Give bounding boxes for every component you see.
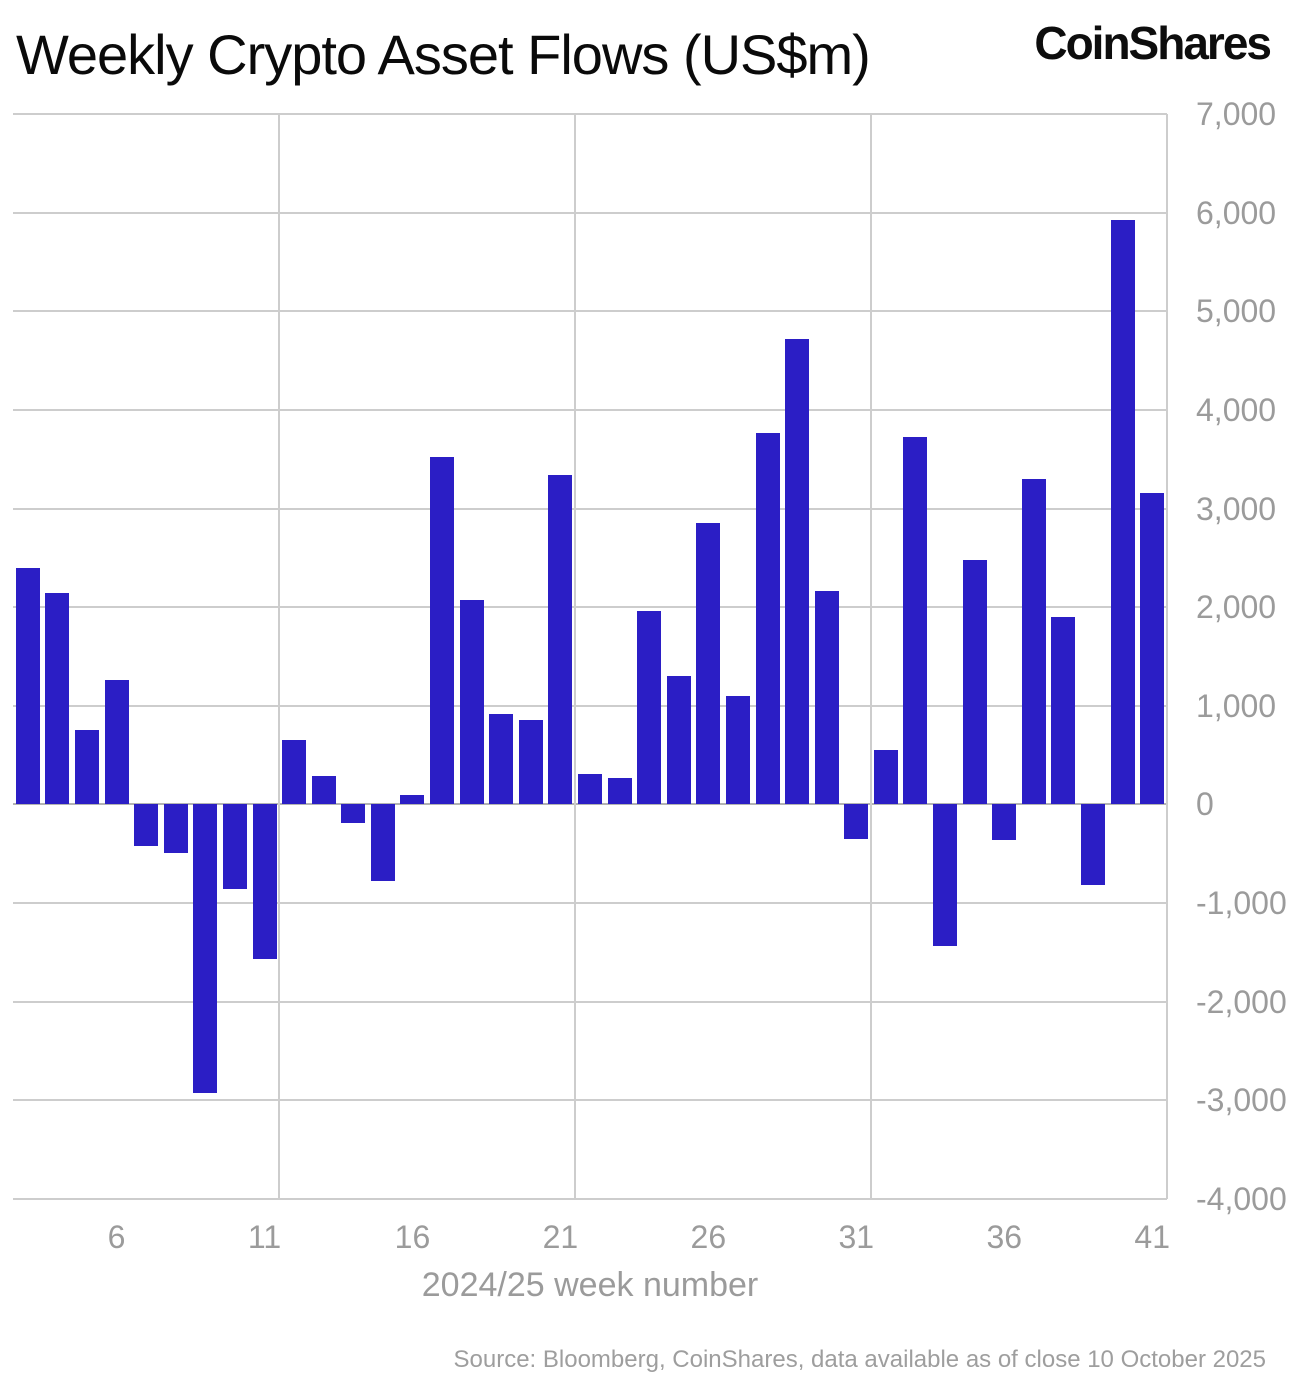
y-tick-label: 4,000 [1196,391,1277,428]
bar-week-38[interactable] [1051,617,1076,805]
bar-week-5[interactable] [74,730,99,805]
y-tick-label: 3,000 [1196,490,1277,527]
x-tick-label: 36 [986,1219,1023,1255]
y-gridline [13,704,1167,707]
x-gridline [1166,114,1168,1199]
bar-week-34[interactable] [933,804,958,946]
bar-week-36[interactable] [992,804,1017,840]
bar-week-21[interactable] [548,475,573,805]
x-tick-label: 11 [247,1219,282,1255]
y-tick-label: 5,000 [1196,293,1277,330]
bar-week-10[interactable] [222,804,247,890]
bar-week-33[interactable] [903,436,928,805]
y-gridline [13,507,1167,510]
bar-week-31[interactable] [844,804,869,839]
plot-area [13,113,1168,1200]
bar-week-41[interactable] [1140,492,1165,805]
bar-week-13[interactable] [311,775,336,805]
bar-week-16[interactable] [400,794,425,805]
y-tick-label: -2,000 [1196,983,1287,1020]
x-tick-label: 6 [107,1219,126,1255]
bar-week-35[interactable] [962,559,987,805]
x-tick-label: 26 [690,1219,727,1255]
x-tick-label: 41 [1134,1219,1170,1255]
bar-week-23[interactable] [607,777,632,805]
y-tick-label: 6,000 [1196,194,1277,231]
y-tick-label: 1,000 [1196,687,1277,724]
y-gridline [13,408,1167,411]
bar-week-3[interactable] [15,567,40,805]
coinshares-logo: CoinShares [1034,17,1272,69]
x-gridline [870,114,873,1199]
bar-week-39[interactable] [1081,804,1106,886]
y-tick-label: 2,000 [1196,589,1277,626]
bar-week-32[interactable] [873,750,898,805]
y-gridline [13,1198,1167,1200]
bar-week-14[interactable] [341,804,366,824]
bar-week-19[interactable] [489,713,514,805]
bar-week-15[interactable] [370,804,395,882]
bar-week-26[interactable] [696,523,721,805]
y-tick-label: 0 [1196,786,1214,823]
y-gridline [13,211,1167,214]
y-gridline [13,1000,1167,1003]
bar-week-6[interactable] [104,680,129,805]
x-tick-label: 31 [838,1219,875,1255]
bar-week-24[interactable] [637,611,662,805]
x-gridline [574,114,577,1199]
bar-week-27[interactable] [725,695,750,805]
bar-week-29[interactable] [785,338,810,805]
bar-week-30[interactable] [814,591,839,805]
bar-week-40[interactable] [1110,219,1135,805]
bar-week-20[interactable] [518,719,543,805]
y-gridline [13,1099,1167,1102]
y-gridline [13,113,1167,115]
bar-week-17[interactable] [430,457,455,805]
bar-week-8[interactable] [163,804,188,853]
x-tick-label: 16 [394,1219,431,1255]
bar-week-12[interactable] [282,740,307,805]
x-axis-title: 2024/25 week number [421,1266,759,1304]
chart-title: Weekly Crypto Asset Flows (US$m) [16,23,871,86]
x-tick-label: 21 [542,1219,579,1255]
y-gridline [13,902,1167,905]
bar-week-25[interactable] [666,676,691,805]
bar-week-7[interactable] [134,804,159,846]
bar-week-11[interactable] [252,804,277,960]
y-gridline [13,606,1167,609]
bar-week-9[interactable] [193,804,218,1094]
bar-week-4[interactable] [45,593,70,805]
bar-week-28[interactable] [755,432,780,805]
y-gridline [13,310,1167,313]
y-tick-label: 7,000 [1196,96,1277,132]
bar-week-37[interactable] [1021,478,1046,805]
bar-week-22[interactable] [578,773,602,805]
zero-gridline [13,803,1167,806]
y-tick-label: -4,000 [1196,1181,1287,1217]
source-note: Source: Bloomberg, CoinShares, data avai… [453,1346,1266,1373]
bar-week-18[interactable] [459,600,484,805]
x-gridline [278,114,281,1199]
y-tick-label: -3,000 [1196,1082,1287,1119]
y-tick-label: -1,000 [1196,885,1287,922]
